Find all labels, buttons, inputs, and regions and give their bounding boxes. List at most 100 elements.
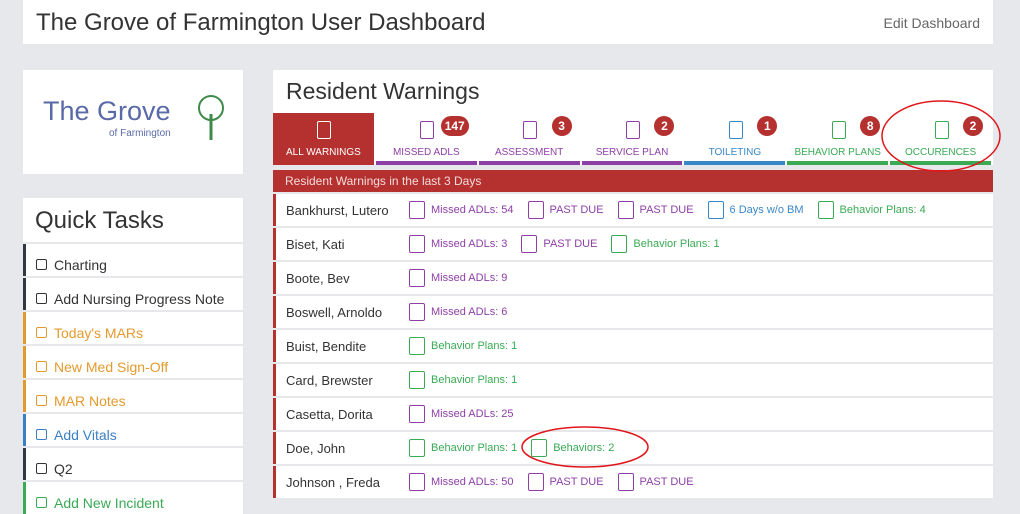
tab-label: ALL WARNINGS bbox=[286, 147, 361, 158]
warning-icon bbox=[409, 371, 425, 389]
warning-text: Missed ADLs: 50 bbox=[431, 476, 514, 488]
task-icon bbox=[36, 259, 47, 270]
warning: Behavior Plans: 1 bbox=[611, 235, 720, 253]
warning: Missed ADLs: 6 bbox=[409, 303, 507, 321]
warning-text: Behavior Plans: 4 bbox=[839, 204, 926, 216]
tab[interactable]: ASSESSMENT 3 bbox=[478, 113, 580, 165]
task-label: Today's MARs bbox=[54, 324, 144, 341]
warning-text: Behavior Plans: 1 bbox=[431, 374, 518, 386]
page-title: The Grove of Farmington User Dashboard bbox=[36, 9, 486, 36]
warning-icon bbox=[817, 201, 834, 219]
tab-count: 2 bbox=[963, 116, 984, 136]
tab[interactable]: SERVICE PLAN 2 bbox=[581, 113, 683, 165]
tab-label: TOILETING bbox=[708, 147, 762, 158]
resident-name: Boote, Bev bbox=[286, 270, 350, 286]
warning-text: PAST DUE bbox=[543, 238, 598, 250]
logo-tree bbox=[198, 95, 224, 140]
tab-label: MISSED ADLS bbox=[392, 147, 460, 158]
quick-task[interactable]: Charting bbox=[23, 244, 243, 276]
tab[interactable]: MISSED ADLS 147 bbox=[375, 113, 477, 165]
logo: The Grove of Farmington bbox=[23, 70, 243, 174]
resident-row[interactable]: Buist, Bendite Behavior Plans: 1 bbox=[273, 330, 993, 362]
resident-name: Boswell, Arnoldo bbox=[286, 304, 383, 320]
warning: Behavior Plans: 1 bbox=[409, 439, 517, 457]
tabs: ALL WARNINGS MISSED ADLS 147 ASSESSMENT 3 SER… bbox=[273, 113, 993, 165]
quick-task[interactable]: Add New Incident bbox=[23, 482, 243, 514]
warning-icon bbox=[521, 235, 538, 253]
warning-text: Missed ADLs: 25 bbox=[431, 408, 514, 420]
quick-task[interactable]: Today's MARs bbox=[23, 312, 243, 344]
quick-tasks-title: Quick Tasks bbox=[23, 198, 243, 242]
warning-text: PAST DUE bbox=[549, 476, 604, 488]
resident-row[interactable]: Card, Brewster Behavior Plans: 1 bbox=[273, 364, 993, 396]
task-icon bbox=[36, 463, 47, 474]
warning-icon bbox=[409, 337, 425, 355]
resident-name: Bankhurst, Lutero bbox=[286, 202, 389, 218]
quick-task[interactable]: Add Nursing Progress Note bbox=[23, 278, 243, 310]
warning-icon bbox=[409, 235, 425, 253]
resident-row[interactable]: Doe, John Behavior Plans: 1 Behaviors: 2 bbox=[273, 432, 993, 464]
warning: Missed ADLs: 3 bbox=[409, 235, 507, 253]
task-label: Charting bbox=[54, 256, 107, 273]
warning-icon bbox=[611, 235, 628, 253]
tab-label: OCCURENCES bbox=[905, 147, 977, 158]
quick-task[interactable]: Add Vitals bbox=[23, 414, 243, 446]
task-icon bbox=[36, 327, 47, 338]
tab[interactable]: OCCURENCES 2 bbox=[890, 113, 992, 165]
task-icon bbox=[36, 293, 47, 304]
edit-dashboard[interactable]: Edit Dashboard bbox=[883, 15, 980, 31]
quick-task[interactable]: Q2 bbox=[23, 448, 243, 480]
quick-task[interactable]: New Med Sign-Off bbox=[23, 346, 243, 378]
resident-row[interactable]: Boswell, Arnoldo Missed ADLs: 6 bbox=[273, 296, 993, 328]
task-label: Add Nursing Progress Note bbox=[54, 290, 225, 307]
tab[interactable]: TOILETING 1 bbox=[684, 113, 786, 165]
resident-name: Casetta, Dorita bbox=[286, 406, 373, 422]
tab-icon bbox=[523, 121, 538, 139]
tab-icon bbox=[626, 121, 640, 139]
warning: Behaviors: 2 bbox=[531, 439, 614, 457]
warning: Missed ADLs: 54 bbox=[409, 201, 514, 219]
task-label: New Med Sign-Off bbox=[54, 358, 169, 375]
quick-task[interactable]: MAR Notes bbox=[23, 380, 243, 412]
warning: Missed ADLs: 9 bbox=[409, 269, 507, 287]
warning-icon bbox=[409, 439, 425, 457]
tab[interactable]: ALL WARNINGS bbox=[273, 113, 374, 165]
warning: Behavior Plans: 4 bbox=[817, 201, 926, 219]
warning: Missed ADLs: 25 bbox=[409, 405, 514, 423]
page: The Grove of Farmington User Dashboard E… bbox=[23, 0, 1001, 514]
resident-row[interactable]: Johnson , Freda Missed ADLs: 50 PAST DUE PA… bbox=[273, 466, 993, 498]
task-label: Q2 bbox=[54, 460, 73, 477]
warning-text: 6 Days w/o BM bbox=[729, 204, 804, 216]
warning-icon bbox=[409, 269, 425, 287]
warning: PAST DUE bbox=[617, 201, 694, 219]
warning-text: PAST DUE bbox=[639, 204, 694, 216]
tab-count: 147 bbox=[440, 116, 469, 136]
warning-icon bbox=[617, 473, 634, 491]
resident-row[interactable]: Biset, Kati Missed ADLs: 3 PAST DUE Behavio… bbox=[273, 228, 993, 260]
tab[interactable]: BEHAVIOR PLANS 8 bbox=[787, 113, 889, 165]
resident-row[interactable]: Bankhurst, Lutero Missed ADLs: 54 PAST DUE… bbox=[273, 194, 993, 226]
warning-icon bbox=[409, 473, 425, 491]
resident-name: Card, Brewster bbox=[286, 372, 373, 388]
resident-row[interactable]: Casetta, Dorita Missed ADLs: 25 bbox=[273, 398, 993, 430]
warning-text: Behavior Plans: 1 bbox=[431, 340, 518, 352]
task-label: Add Vitals bbox=[54, 426, 117, 443]
warning-text: Behavior Plans: 1 bbox=[431, 442, 518, 454]
warning: Behavior Plans: 1 bbox=[409, 371, 517, 389]
resident-name: Johnson , Freda bbox=[286, 474, 380, 490]
tab-icon bbox=[831, 121, 846, 139]
tab-icon bbox=[420, 121, 435, 139]
warning: PAST DUE bbox=[617, 473, 694, 491]
resident-row[interactable]: Boote, Bev Missed ADLs: 9 bbox=[273, 262, 993, 294]
warning-icon bbox=[617, 201, 634, 219]
warning: Missed ADLs: 50 bbox=[409, 473, 514, 491]
warning-icon bbox=[409, 201, 425, 219]
task-icon bbox=[36, 361, 47, 372]
tab-count: 1 bbox=[757, 116, 778, 136]
warning-icon bbox=[707, 201, 724, 219]
warnings-subheader: Resident Warnings in the last 3 Days bbox=[273, 170, 993, 192]
warning-text: Missed ADLs: 3 bbox=[431, 238, 508, 250]
warning-text: PAST DUE bbox=[639, 476, 694, 488]
logo-name: The Grove bbox=[43, 96, 171, 126]
warning-text: Missed ADLs: 9 bbox=[431, 272, 508, 284]
